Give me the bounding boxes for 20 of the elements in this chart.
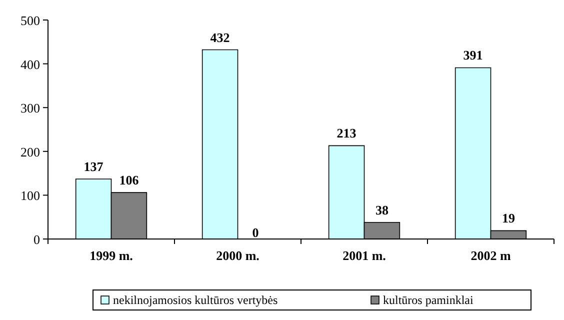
data-label: 137 bbox=[84, 158, 104, 174]
data-label: 19 bbox=[502, 210, 516, 226]
y-tick-label: 100 bbox=[20, 188, 40, 204]
data-label: 213 bbox=[336, 126, 357, 141]
data-label: 391 bbox=[463, 48, 483, 63]
x-tick-label: 2000 m. bbox=[216, 248, 260, 263]
legend-label: nekilnojamosios kultūros vertybės bbox=[113, 293, 278, 307]
x-tick-label: 1999 m. bbox=[90, 248, 133, 263]
data-label: 432 bbox=[210, 30, 230, 45]
legend-label: kultūros paminklai bbox=[383, 293, 474, 307]
x-tick-label: 2002 m bbox=[470, 248, 511, 263]
y-tick-label: 200 bbox=[20, 144, 40, 160]
y-tick-label: 400 bbox=[20, 56, 40, 72]
x-tick-label: 2001 m. bbox=[342, 248, 386, 263]
y-tick-label: 500 bbox=[20, 13, 40, 28]
data-label: 106 bbox=[119, 172, 140, 188]
data-label: 38 bbox=[375, 202, 389, 218]
y-tick-label: 0 bbox=[34, 232, 40, 247]
data-label: 0 bbox=[252, 225, 259, 240]
y-tick-label: 300 bbox=[20, 100, 40, 116]
